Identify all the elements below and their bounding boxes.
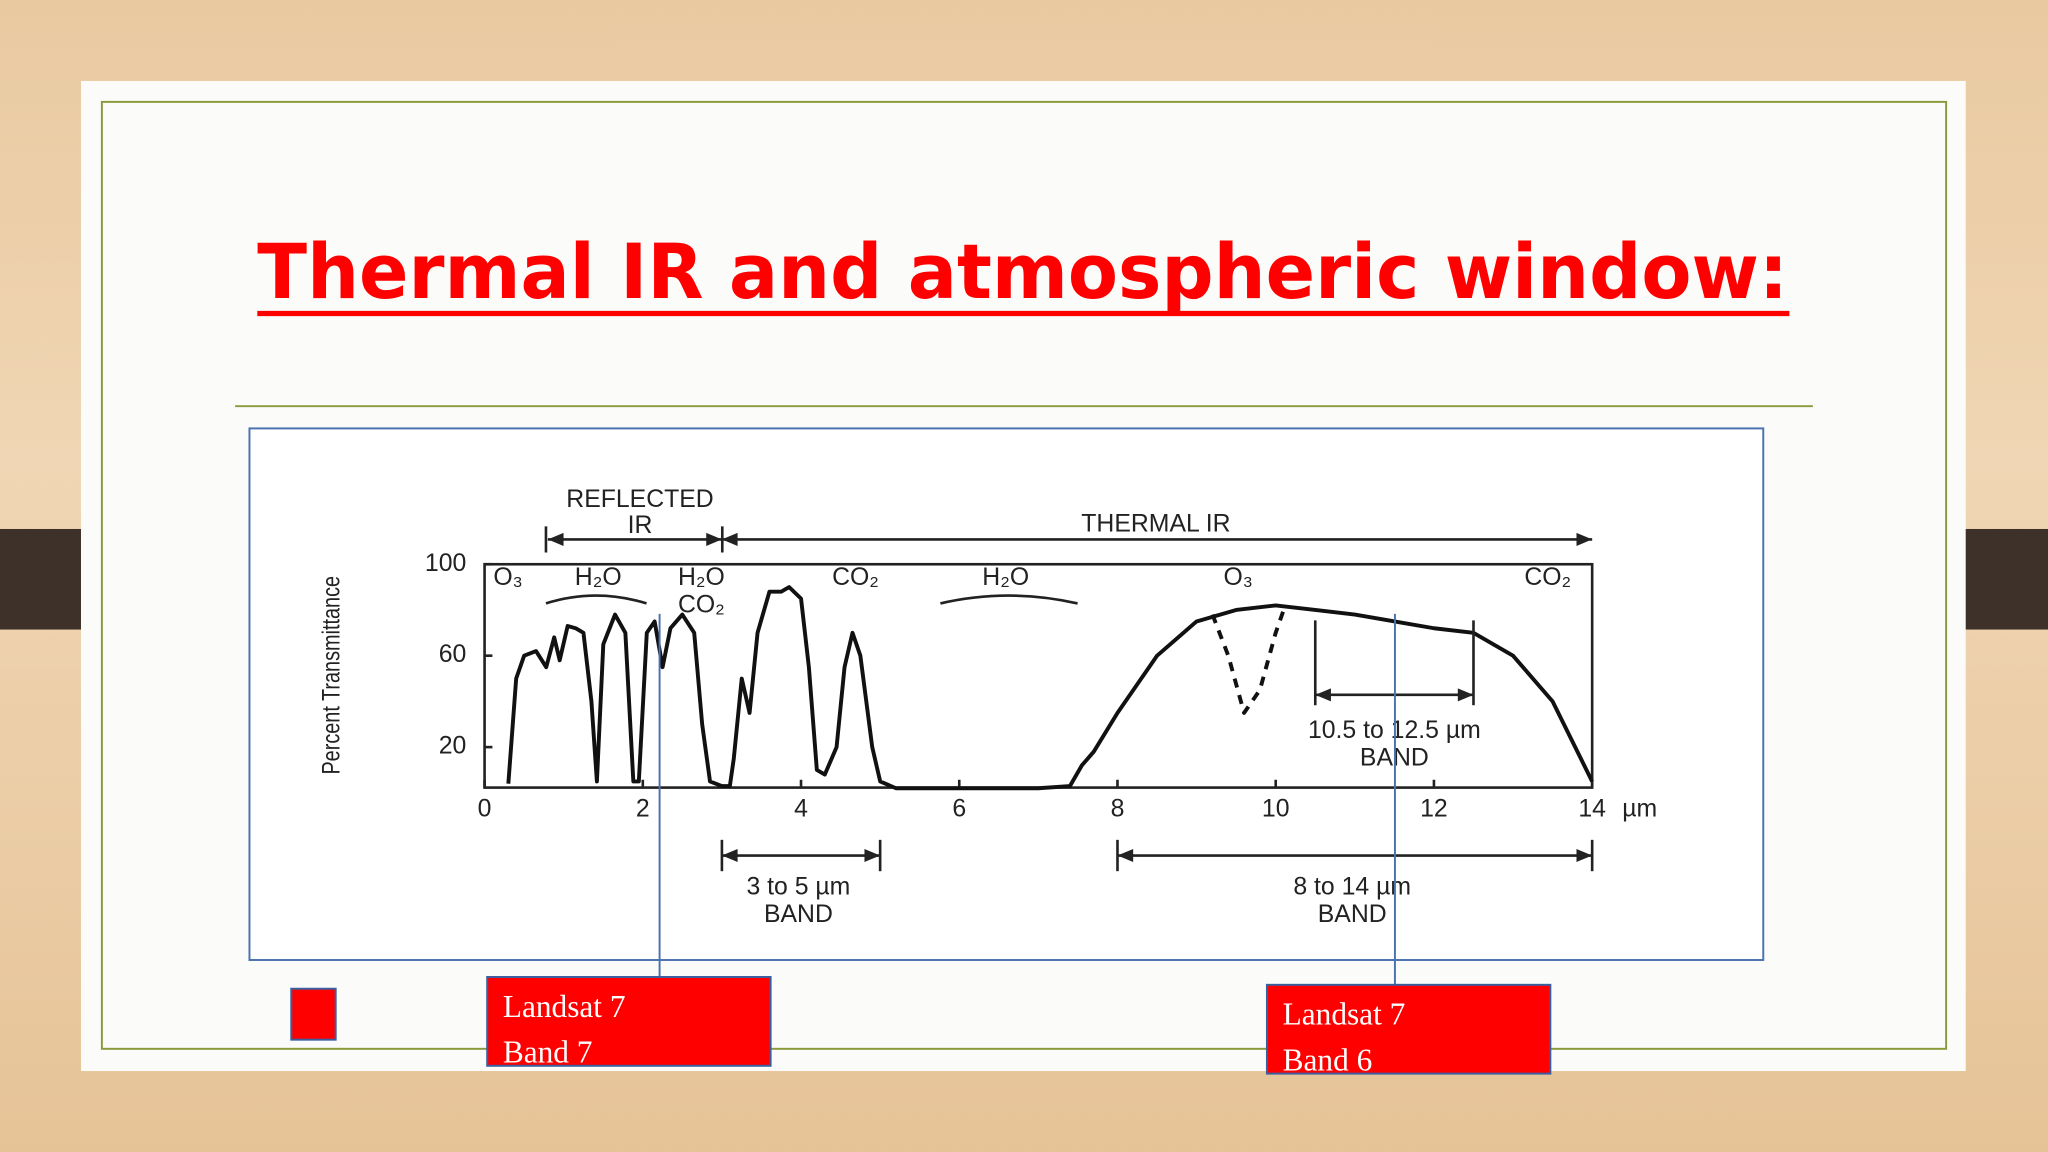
absorber-label: H₂O (575, 564, 622, 591)
callout-box (1265, 983, 1552, 1075)
callout-text: Band 7 (503, 1035, 593, 1070)
x-tick-label: 6 (952, 795, 966, 822)
y-tick-label: 60 (439, 641, 467, 668)
x-tick-label: 2 (636, 795, 650, 822)
absorber-label: O₃ (493, 564, 522, 591)
x-tick-label: 0 (478, 795, 492, 822)
region-label: REFLECTED (566, 486, 713, 513)
y-tick-label: 20 (439, 733, 467, 760)
x-axis-unit: µm (1622, 795, 1657, 822)
transmittance-curve (1210, 609, 1286, 715)
absorber-label: H₂O (678, 564, 725, 591)
transmittance-curve (506, 585, 1594, 791)
x-tick-label: 8 (1111, 795, 1125, 822)
absorber-label: H₂O (982, 564, 1029, 591)
slide-title: Thermal IR and atmospheric window: (257, 228, 1788, 316)
slide-border (100, 100, 1948, 1050)
callout-text: Band 6 (1283, 1042, 1373, 1077)
y-tick-label: 100 (425, 550, 466, 577)
band-label: BAND (1318, 901, 1387, 928)
absorber-label: O₃ (1224, 564, 1253, 591)
absorber-label: CO₂ (832, 564, 879, 591)
y-axis-label: Percent Transmittance (318, 576, 346, 775)
region-label: IR (628, 512, 653, 539)
band-label: BAND (764, 901, 833, 928)
chart: 20 60 100 Percent Transmittance 0 2 4 6 8 10 12 14 µ… (318, 486, 1658, 928)
callout-box (486, 975, 772, 1067)
band-label: 8 to 14 µm (1293, 874, 1411, 901)
callout-text: Landsat 7 (1283, 997, 1406, 1032)
figure-frame (248, 427, 1765, 961)
red-square (290, 987, 337, 1041)
band-label: 3 to 5 µm (746, 874, 850, 901)
absorber-bracket (545, 594, 1078, 605)
x-tick-label: 4 (794, 795, 808, 822)
x-tick-label: 10 (1262, 795, 1290, 822)
region-label: THERMAL IR (1081, 511, 1230, 538)
x-tick-label: 14 (1578, 795, 1606, 822)
callout-text: Landsat 7 (503, 989, 626, 1024)
absorber-label: CO₂ (678, 592, 725, 619)
absorber-label: CO₂ (1524, 564, 1571, 591)
x-tick-label: 12 (1420, 795, 1448, 822)
